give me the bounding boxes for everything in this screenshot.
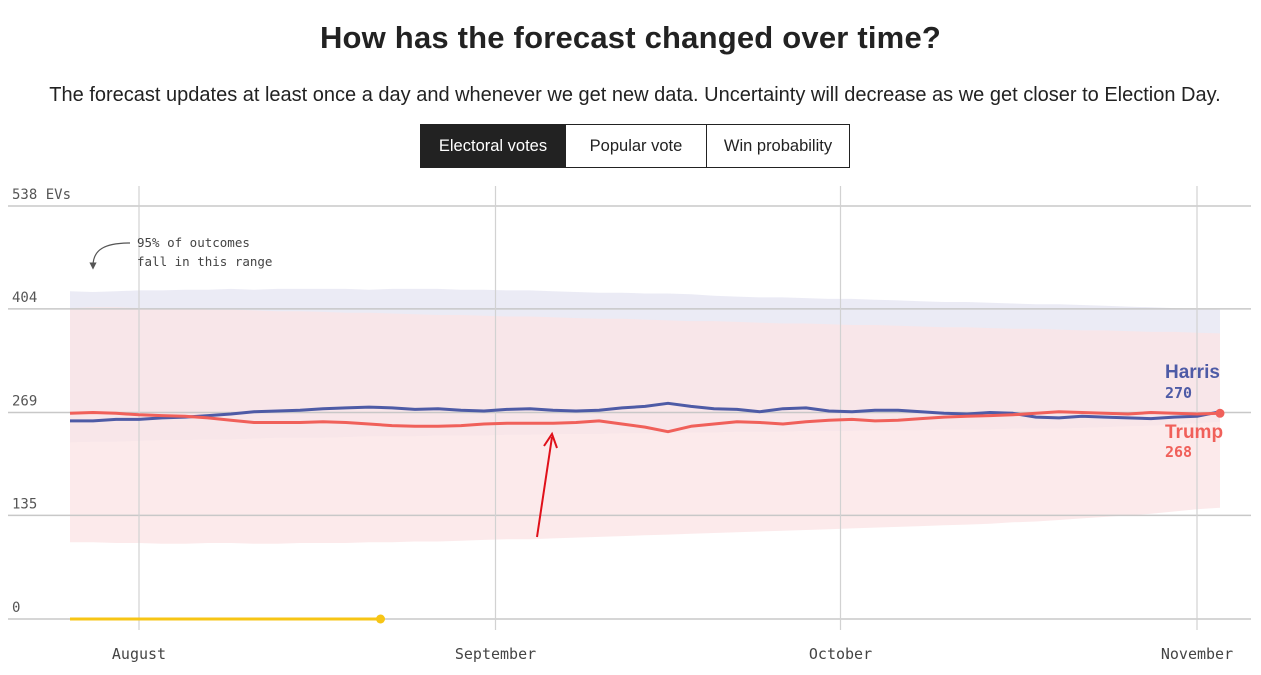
timeline-handle[interactable] xyxy=(376,614,385,624)
y-tick-label: 404 xyxy=(12,290,37,306)
chart-subtitle: The forecast updates at least once a day… xyxy=(49,84,1221,106)
trump-endpoint-dot xyxy=(1215,408,1225,418)
harris-line xyxy=(70,401,1221,423)
x-tick-label: August xyxy=(112,645,166,663)
annotation-line-2: fall in this range xyxy=(137,254,272,269)
trump-final-value: 268 xyxy=(1165,443,1192,461)
x-tick-label: September xyxy=(455,645,536,663)
tab-win-probability[interactable]: Win probability xyxy=(706,125,849,167)
harris-final-value: 270 xyxy=(1165,384,1192,402)
tab-popular-vote[interactable]: Popular vote xyxy=(565,125,706,167)
y-tick-label: 0 xyxy=(12,600,20,616)
tab-electoral-votes[interactable]: Electoral votes xyxy=(421,125,565,167)
y-tick-label: 538 EVs xyxy=(12,187,71,203)
trump-label: Trump xyxy=(1165,422,1223,443)
y-tick-label: 269 xyxy=(12,394,37,410)
reviewer-red-arrowhead-icon xyxy=(543,431,558,449)
view-toggle: Electoral votes Popular vote Win probabi… xyxy=(420,124,850,168)
harris-label: Harris xyxy=(1165,362,1220,383)
chart-title: How has the forecast changed over time? xyxy=(319,20,942,55)
reviewer-red-arrow-icon xyxy=(536,436,553,538)
annotation-arrow-icon xyxy=(89,242,131,270)
annotation-line-1: 95% of outcomes xyxy=(137,235,250,250)
x-tick-label: October xyxy=(809,645,872,663)
trump-band xyxy=(70,307,1220,544)
x-tick-label: November xyxy=(1161,645,1233,663)
y-tick-label: 135 xyxy=(12,496,37,512)
trump-line xyxy=(69,410,1221,434)
